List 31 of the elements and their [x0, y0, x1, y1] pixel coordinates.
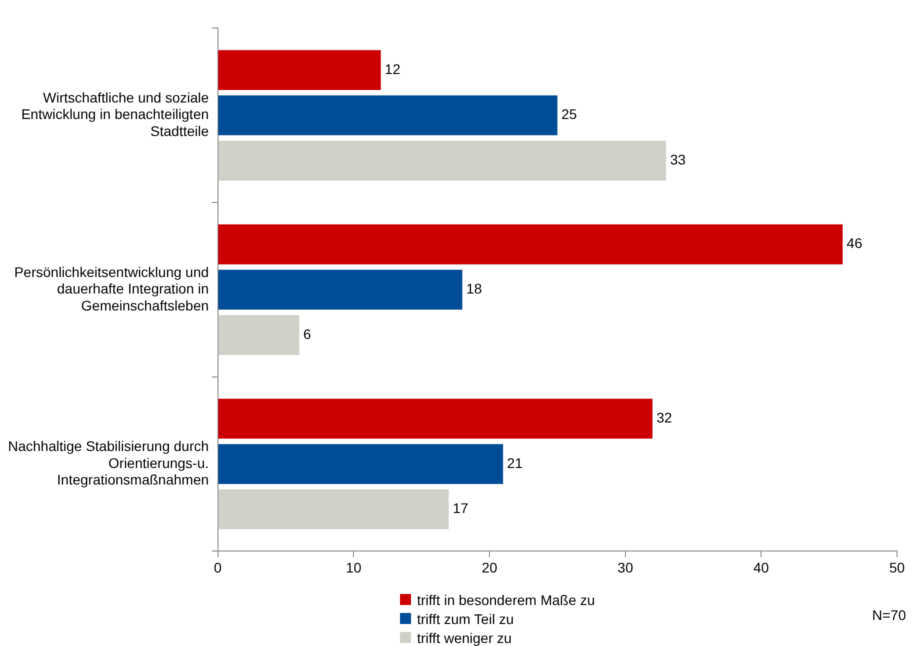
data-label: 6	[303, 326, 312, 342]
data-label: 33	[670, 152, 686, 168]
data-label: 17	[452, 500, 469, 516]
data-label: 18	[466, 280, 482, 297]
x-tick-label: 10	[346, 559, 362, 576]
data-label: 32	[656, 410, 672, 426]
bar	[218, 489, 449, 530]
data-label: 12	[384, 60, 401, 77]
data-label: 46	[846, 235, 862, 252]
bar	[218, 95, 558, 136]
y-tick-label: Persönlichkeitsentwicklung und dauerhafte Integration in Gemeinschaftsleben	[14, 264, 209, 314]
legend-label: trifft weniger zu	[417, 630, 512, 646]
legend-label: trifft zum Teil zu	[417, 610, 514, 626]
data-label: 25	[561, 106, 578, 122]
bar	[218, 315, 300, 355]
bar	[218, 444, 504, 484]
y-tick-label: Wirtschaftliche und soziale Entwicklung in benachteiligten Stadtteile	[21, 89, 209, 140]
y-tick-label: Nachhaltige Stabilisierung durch Orientierungs-u. Integrationsmaßnahmen	[8, 438, 209, 488]
text: N=70	[872, 607, 906, 623]
legend-label: trifft in besonderem Maße zu	[417, 592, 595, 608]
bar	[218, 224, 843, 264]
x-tick-label: 50	[889, 559, 905, 576]
x-tick-label: 40	[753, 559, 770, 576]
x-tick-label: 20	[482, 559, 498, 576]
bar	[218, 50, 381, 90]
x-tick-label: 30	[618, 559, 634, 576]
bar	[218, 398, 652, 439]
bar	[218, 140, 666, 181]
bar	[218, 270, 462, 310]
data-label: 21	[507, 454, 523, 471]
x-tick-label: 0	[214, 559, 222, 576]
